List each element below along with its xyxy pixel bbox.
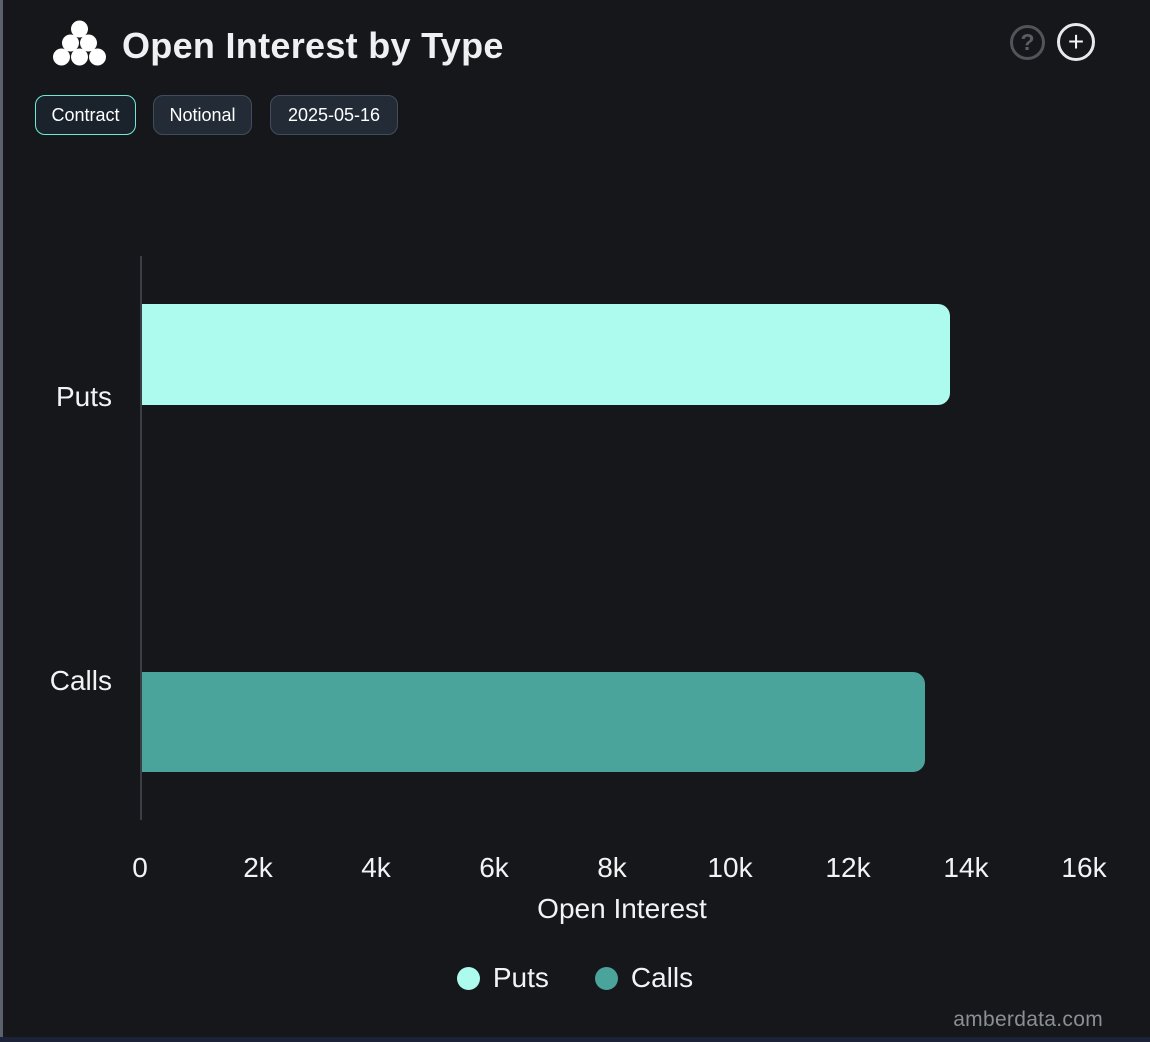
contract-toggle-button[interactable]: Contract xyxy=(35,95,136,135)
x-axis-title: Open Interest xyxy=(537,893,707,924)
legend-item-calls[interactable]: Calls xyxy=(594,962,694,994)
x-tick-label: 14k xyxy=(943,852,989,883)
x-tick-label: 16k xyxy=(1061,852,1107,883)
legend-label: Puts xyxy=(492,962,549,993)
bottom-edge-divider xyxy=(0,1037,1150,1042)
watermark: amberdata.com xyxy=(953,1008,1103,1031)
legend-item-puts[interactable]: Puts xyxy=(456,962,549,994)
x-tick-label: 6k xyxy=(479,852,509,883)
x-tick-label: 10k xyxy=(707,852,753,883)
notional-toggle-button[interactable]: Notional xyxy=(153,95,252,135)
chart-legend: Puts Calls xyxy=(0,962,1150,994)
page-title: Open Interest by Type xyxy=(122,25,504,66)
x-tick-label: 12k xyxy=(825,852,871,883)
puts-legend-dot-icon xyxy=(456,966,480,990)
puts-bar[interactable] xyxy=(142,304,951,405)
x-tick-label: 2k xyxy=(243,852,273,883)
x-tick-label: 0 xyxy=(132,852,148,883)
help-icon[interactable]: ? xyxy=(1010,25,1045,60)
add-icon[interactable]: + xyxy=(1057,23,1095,61)
amberdata-logo-icon xyxy=(53,20,106,72)
calls-legend-dot-icon xyxy=(594,966,618,990)
x-tick-label: 8k xyxy=(597,852,627,883)
legend-label: Calls xyxy=(630,962,694,993)
y-tick-label-calls: Calls xyxy=(49,665,112,696)
y-axis-line xyxy=(140,256,142,820)
x-tick-label: 4k xyxy=(361,852,391,883)
calls-bar[interactable] xyxy=(142,672,925,772)
y-tick-label-puts: Puts xyxy=(55,381,112,412)
date-selector-button[interactable]: 2025-05-16 xyxy=(270,95,398,135)
left-edge-divider xyxy=(0,0,3,1042)
